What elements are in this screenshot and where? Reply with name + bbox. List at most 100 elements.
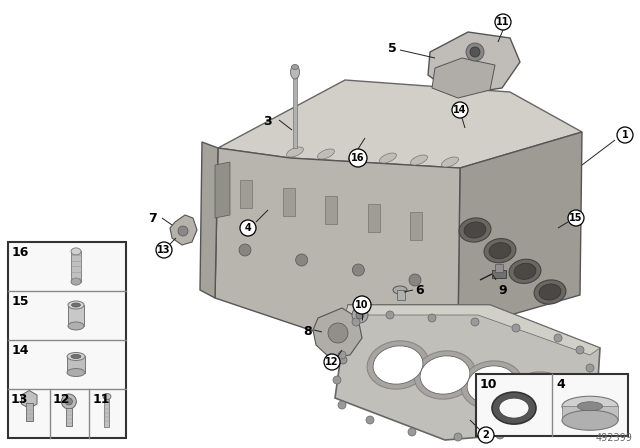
Circle shape [296,254,308,266]
Ellipse shape [539,284,561,300]
Text: 2: 2 [483,430,490,440]
Polygon shape [345,305,600,355]
Circle shape [328,323,348,343]
Ellipse shape [71,248,81,255]
Bar [397,290,405,300]
Ellipse shape [291,65,298,69]
Bar [476,374,628,436]
Circle shape [576,346,584,354]
Ellipse shape [534,280,566,304]
Text: 1: 1 [621,130,628,140]
Ellipse shape [562,410,618,430]
Text: 4: 4 [244,223,252,233]
Bar [293,76,297,148]
Polygon shape [432,58,495,98]
Ellipse shape [317,149,335,159]
Circle shape [496,431,504,439]
Ellipse shape [492,392,536,424]
Bar [492,270,506,278]
Bar [8,242,126,438]
Text: 6: 6 [415,284,424,297]
Text: 13: 13 [157,245,171,255]
Circle shape [452,102,468,118]
Circle shape [454,433,462,441]
Ellipse shape [514,263,536,280]
Text: 15: 15 [12,295,29,308]
Text: 16: 16 [12,246,29,259]
Text: 11: 11 [92,393,110,406]
Circle shape [353,264,364,276]
Text: 4: 4 [556,378,564,391]
Ellipse shape [393,286,407,294]
Ellipse shape [71,354,81,358]
Text: 8: 8 [303,325,312,338]
Ellipse shape [459,218,491,242]
Ellipse shape [68,301,84,309]
Bar [26,404,33,422]
Circle shape [409,274,421,286]
Circle shape [478,427,494,443]
Circle shape [338,351,346,359]
Circle shape [349,149,367,167]
Text: 15: 15 [569,213,583,223]
Circle shape [352,307,368,323]
Text: 12: 12 [325,357,339,367]
Bar [104,400,109,427]
Text: 16: 16 [351,153,365,163]
Ellipse shape [489,243,511,259]
Circle shape [408,428,416,436]
Circle shape [495,14,511,30]
Ellipse shape [68,322,84,330]
Circle shape [617,127,633,143]
Ellipse shape [577,402,603,411]
Bar [562,406,618,420]
Circle shape [324,354,340,370]
Circle shape [536,424,544,432]
Ellipse shape [509,259,541,284]
Text: 10: 10 [355,300,369,310]
Text: 11: 11 [496,17,509,27]
Polygon shape [215,162,230,218]
Bar [66,409,72,426]
Circle shape [470,47,480,57]
Ellipse shape [484,239,516,263]
Polygon shape [428,32,520,95]
Ellipse shape [562,396,618,416]
Text: 13: 13 [11,393,28,406]
Ellipse shape [464,222,486,238]
Circle shape [352,318,360,326]
Circle shape [239,244,251,256]
Circle shape [353,296,371,314]
Circle shape [568,210,584,226]
Polygon shape [313,308,362,358]
Circle shape [554,334,562,342]
Ellipse shape [420,356,470,394]
Ellipse shape [103,393,111,400]
Circle shape [333,376,341,384]
Ellipse shape [67,353,85,361]
Circle shape [581,391,589,399]
Ellipse shape [414,351,476,399]
Ellipse shape [67,369,85,376]
Circle shape [428,314,436,322]
Polygon shape [335,305,600,440]
Circle shape [178,226,188,236]
Ellipse shape [507,372,569,420]
Text: 14: 14 [453,105,467,115]
Ellipse shape [442,157,458,167]
Polygon shape [215,148,460,340]
Circle shape [566,411,574,419]
Bar [495,264,503,272]
Circle shape [240,220,256,236]
Circle shape [386,311,394,319]
Bar [240,180,252,208]
Circle shape [512,324,520,332]
Text: 14: 14 [12,344,29,357]
Circle shape [366,416,374,424]
Bar [282,188,294,216]
Circle shape [471,318,479,326]
Ellipse shape [467,366,517,404]
Text: 5: 5 [388,42,397,55]
Ellipse shape [410,155,428,165]
Circle shape [339,356,347,364]
